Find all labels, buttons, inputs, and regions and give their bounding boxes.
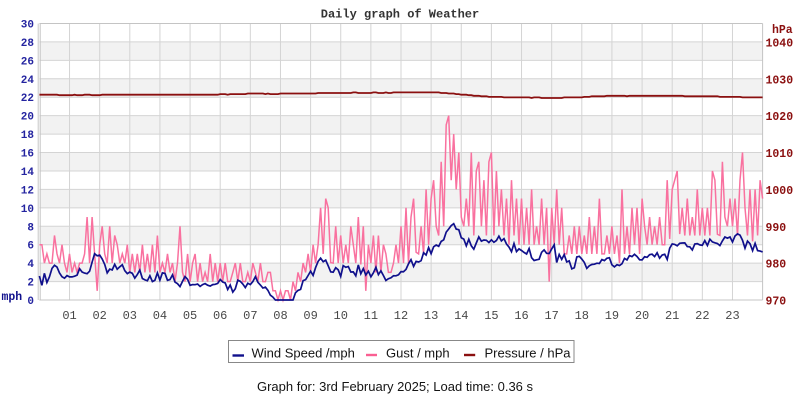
svg-text:1030: 1030 [766,74,794,87]
svg-text:0: 0 [27,296,34,308]
svg-text:28: 28 [21,38,35,50]
svg-text:19: 19 [605,309,619,323]
svg-text:21: 21 [665,309,679,323]
svg-text:03: 03 [123,309,137,323]
svg-text:18: 18 [575,309,589,323]
svg-text:05: 05 [183,309,197,323]
svg-text:16: 16 [21,149,34,161]
svg-text:07: 07 [243,309,257,323]
svg-text:980: 980 [766,259,787,272]
svg-text:Gust / mph: Gust / mph [386,346,450,361]
svg-text:24: 24 [21,75,35,87]
svg-text:1010: 1010 [766,148,794,161]
svg-text:18: 18 [21,130,35,142]
svg-text:990: 990 [766,222,787,235]
svg-text:08: 08 [273,309,287,323]
svg-text:09: 09 [303,309,317,323]
svg-text:22: 22 [695,309,709,323]
svg-text:970: 970 [766,296,787,309]
svg-text:30: 30 [21,20,34,32]
svg-text:1000: 1000 [766,185,794,198]
svg-text:6: 6 [27,241,34,253]
svg-text:Pressure / hPa: Pressure / hPa [485,346,572,361]
svg-text:hPa: hPa [772,24,793,37]
svg-text:22: 22 [21,93,34,105]
svg-text:10: 10 [334,309,348,323]
svg-text:04: 04 [153,309,167,323]
svg-text:14: 14 [454,309,468,323]
svg-text:mph: mph [2,291,23,304]
svg-text:15: 15 [484,309,498,323]
svg-text:02: 02 [92,309,106,323]
svg-text:12: 12 [394,309,408,323]
svg-text:Wind Speed /mph: Wind Speed /mph [252,346,355,361]
svg-text:23: 23 [725,309,739,323]
svg-text:Graph for: 3rd February 2025;: Graph for: 3rd February 2025; Load time:… [257,379,534,394]
svg-text:13: 13 [424,309,438,323]
svg-text:2: 2 [27,278,34,290]
svg-text:17: 17 [544,309,558,323]
svg-text:14: 14 [21,167,35,179]
svg-text:11: 11 [364,309,378,323]
svg-text:12: 12 [21,185,34,197]
svg-text:1020: 1020 [766,111,794,124]
svg-text:Daily graph of Weather: Daily graph of Weather [321,8,479,22]
svg-text:1040: 1040 [766,37,794,50]
svg-text:06: 06 [213,309,227,323]
svg-text:8: 8 [27,222,34,234]
svg-text:20: 20 [635,309,649,323]
svg-text:20: 20 [21,112,34,124]
svg-text:26: 26 [21,56,34,68]
svg-text:4: 4 [27,259,34,271]
svg-text:10: 10 [21,204,34,216]
svg-text:01: 01 [62,309,76,323]
svg-text:16: 16 [514,309,528,323]
